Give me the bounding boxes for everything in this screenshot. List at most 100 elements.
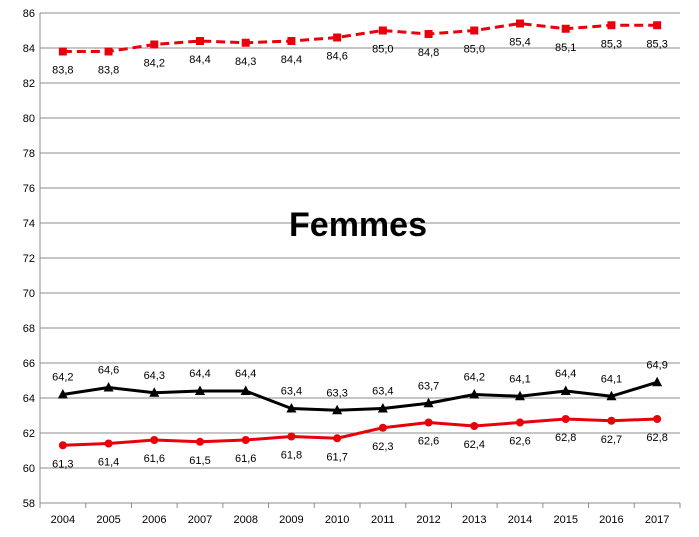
data-point-triangle	[286, 403, 297, 413]
data-point-square	[150, 40, 159, 49]
data-label: 62,8	[646, 432, 667, 444]
data-label: 84,4	[189, 54, 210, 66]
data-point-triangle	[515, 390, 525, 401]
data-label: 61,8	[281, 450, 302, 462]
data-label: 64,2	[52, 372, 73, 384]
data-label: 85,0	[372, 44, 393, 56]
gridlines	[40, 12, 680, 504]
data-label: 64,1	[601, 373, 622, 385]
y-tick-label: 82	[23, 78, 35, 90]
data-point-circle	[333, 434, 342, 443]
y-tick-label: 86	[23, 8, 35, 20]
data-point-circle	[150, 436, 159, 444]
data-label: 64,3	[144, 370, 165, 382]
data-point-circle	[470, 422, 479, 430]
x-tick-label: 2006	[142, 514, 166, 526]
data-point-triangle	[103, 382, 114, 392]
data-point-triangle	[652, 376, 663, 387]
data-point-triangle	[57, 389, 68, 399]
data-point-triangle	[240, 385, 251, 395]
series-line-2	[62, 380, 658, 412]
y-tick-label: 74	[23, 218, 35, 230]
data-label: 64,4	[189, 368, 210, 380]
data-label: 64,4	[555, 368, 576, 380]
data-point-square	[607, 21, 616, 30]
x-tick-label: 2012	[416, 514, 440, 526]
data-point-triangle	[469, 389, 480, 399]
y-tick-label: 70	[23, 288, 35, 300]
data-label: 63,4	[372, 386, 393, 398]
data-point-circle	[516, 418, 524, 427]
data-point-square	[653, 21, 662, 30]
data-point-square	[378, 26, 387, 35]
data-point-triangle	[149, 387, 160, 397]
y-tick-label: 58	[23, 498, 35, 510]
y-tick-label: 76	[23, 183, 35, 195]
x-tick-label: 2004	[51, 514, 75, 526]
data-label: 64,2	[464, 372, 485, 384]
y-tick-label: 62	[23, 428, 35, 440]
data-point-square	[470, 26, 479, 35]
data-point-circle	[104, 439, 113, 448]
data-label: 83,8	[52, 65, 73, 77]
data-label: 62,7	[601, 434, 622, 446]
data-label: 64,9	[646, 359, 667, 371]
data-point-triangle	[560, 385, 571, 395]
data-point-circle	[424, 418, 433, 427]
data-point-square	[104, 47, 113, 56]
data-labels: 83,8 83,8 84,2 84,4 84,3 84,4 84,6 85,0 84,8 85,0…	[52, 37, 668, 471]
data-point-square	[196, 37, 204, 45]
data-label: 61,3	[52, 458, 73, 470]
data-point-square	[561, 24, 570, 33]
data-point-square	[58, 47, 67, 56]
data-label: 85,4	[509, 37, 530, 49]
series-line-1	[62, 22, 658, 53]
data-label: 62,4	[464, 439, 485, 451]
data-label: 62,8	[555, 432, 576, 444]
x-tick-label: 2015	[553, 514, 577, 526]
data-label: 84,4	[281, 54, 302, 66]
y-tick-label: 68	[23, 323, 35, 335]
data-point-square	[287, 37, 296, 45]
x-tick-label: 2008	[233, 514, 257, 526]
data-point-square	[241, 38, 250, 47]
data-label: 62,3	[372, 441, 393, 453]
series-line-3	[62, 417, 658, 447]
data-point-triangle	[606, 390, 617, 401]
data-label: 84,3	[235, 56, 256, 68]
data-point-square	[516, 19, 524, 28]
y-tick-label: 60	[23, 463, 35, 475]
data-label: 85,3	[646, 38, 667, 50]
x-tick-label: 2011	[371, 514, 395, 526]
x-tick-label: 2014	[508, 514, 532, 526]
data-label: 61,7	[326, 451, 347, 463]
x-tick-label: 2010	[325, 514, 349, 526]
x-tick-label: 2005	[96, 514, 120, 526]
data-point-triangle	[332, 404, 343, 415]
data-point-circle	[241, 436, 250, 444]
y-tick-label: 80	[23, 113, 35, 125]
data-point-circle	[561, 415, 570, 423]
data-label: 64,4	[235, 368, 256, 380]
data-label: 63,7	[418, 380, 439, 392]
data-point-triangle	[423, 397, 434, 408]
data-label: 63,4	[281, 386, 302, 398]
chart-title: Femmes	[289, 206, 427, 244]
x-tick-label: 2007	[188, 514, 212, 526]
data-point-square	[333, 33, 342, 42]
data-point-triangle	[377, 403, 388, 413]
data-label: 61,4	[98, 457, 119, 469]
y-tick-label: 72	[23, 253, 35, 265]
data-label: 85,3	[601, 38, 622, 50]
data-label: 61,5	[189, 455, 210, 467]
data-label: 83,8	[98, 65, 119, 77]
x-tick-label: 2016	[599, 514, 623, 526]
data-point-circle	[287, 432, 296, 441]
data-label: 61,6	[235, 453, 256, 465]
y-tick-label: 78	[23, 148, 35, 160]
data-point-square	[424, 30, 433, 38]
data-label: 63,3	[326, 387, 347, 399]
series-group	[57, 19, 663, 450]
